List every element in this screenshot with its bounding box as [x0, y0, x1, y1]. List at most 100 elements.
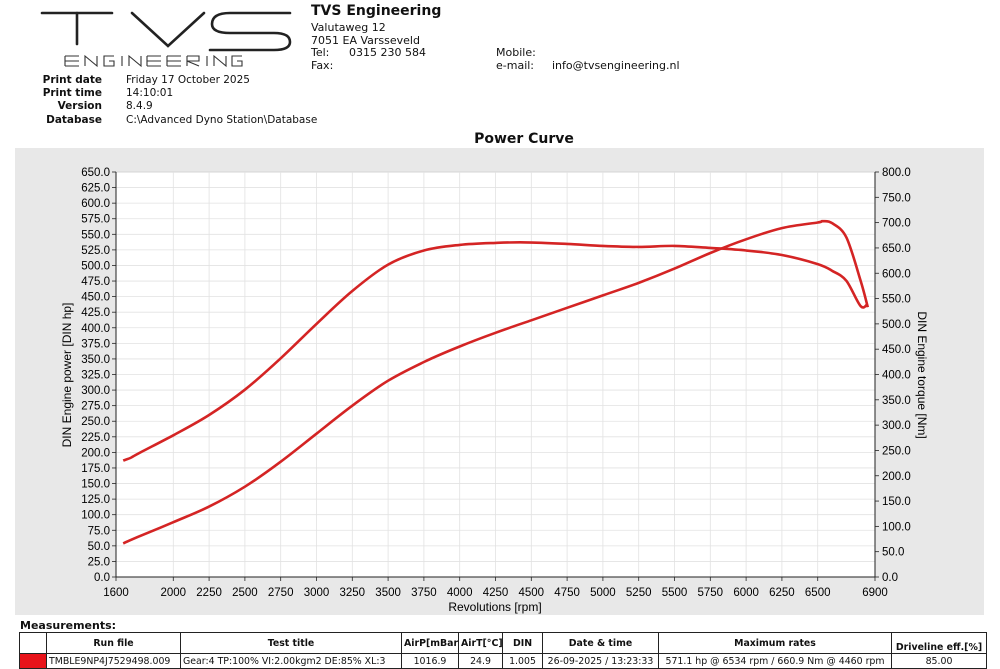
airp-cell: 1016.9: [401, 653, 459, 669]
left-tick-label: 225.0: [81, 432, 110, 444]
torque-series-line: [122, 241, 869, 462]
left-tick-label: 75.0: [88, 525, 110, 537]
x-tick-label: 6250: [769, 587, 795, 599]
x-tick-label: 5000: [590, 587, 616, 599]
left-tick-label: 300.0: [81, 385, 110, 397]
x-tick-label: 4500: [519, 587, 545, 599]
print-date-value: Friday 17 October 2025: [126, 74, 250, 86]
email-label: e-mail:: [496, 59, 535, 72]
x-tick-label: 3500: [375, 587, 401, 599]
right-tick-label: 100.0: [882, 521, 911, 533]
x-tick-label: 4750: [554, 587, 580, 599]
right-tick-label: 150.0: [882, 496, 911, 508]
left-tick-label: 650.0: [81, 167, 110, 179]
fax-label: Fax:: [311, 59, 334, 72]
max-rates-cell: 571.1 hp @ 6534 rpm / 660.9 Nm @ 4460 rp…: [658, 653, 892, 669]
left-tick-label: 25.0: [88, 556, 110, 568]
x-tick-label: 4250: [483, 587, 509, 599]
left-tick-label: 200.0: [81, 447, 110, 459]
left-tick-label: 100.0: [81, 510, 110, 522]
right-tick-label: 600.0: [882, 268, 911, 280]
power-curve-chart: 0.0 25.0 50.0 75.0 100.0 125.0 150.0 175.0 200.0…: [15, 148, 984, 615]
airt-header: AirT[°C]: [458, 632, 503, 654]
x-tick-label: 4000: [447, 587, 473, 599]
left-tick-label: 625.0: [81, 183, 110, 195]
max-rates-header: Maximum rates: [658, 632, 892, 654]
right-tick-label: 500.0: [882, 319, 911, 331]
table-row[interactable]: TMBLE9NP4J7529498.009 Gear:4 TP:100% VI:…: [19, 653, 987, 669]
x-tick-label: 3750: [411, 587, 437, 599]
left-tick-label: 175.0: [81, 463, 110, 475]
left-tick-label: 375.0: [81, 338, 110, 350]
version-value: 8.4.9: [126, 100, 153, 112]
datetime-cell: 26-09-2025 / 13:23:33: [542, 653, 659, 669]
company-city: 7051 EA Varsseveld: [311, 34, 420, 47]
run-file-header: Run file: [46, 632, 181, 654]
left-tick-label: 325.0: [81, 370, 110, 382]
table-header-row: Run file Test title AirP[mBar] AirT[°C] …: [19, 632, 987, 654]
left-tick-label: 575.0: [81, 214, 110, 226]
mobile-label: Mobile:: [496, 46, 536, 59]
airt-cell: 24.9: [458, 653, 503, 669]
print-time-value: 14:10:01: [126, 87, 174, 99]
color-header: [19, 632, 47, 654]
left-tick-label: 525.0: [81, 245, 110, 257]
company-street: Valutaweg 12: [311, 21, 386, 34]
right-tick-label: 0.0: [882, 572, 898, 584]
x-tick-label: 5750: [698, 587, 724, 599]
right-tick-label: 350.0: [882, 395, 911, 407]
x-axis-ticks: 1600 2000 2250 2500 2750 3000 3250 3500 3750 4000…: [103, 576, 888, 599]
left-tick-label: 400.0: [81, 323, 110, 335]
chart-title: Power Curve: [474, 131, 574, 147]
left-tick-label: 500.0: [81, 260, 110, 272]
left-tick-label: 425.0: [81, 307, 110, 319]
left-tick-label: 150.0: [81, 479, 110, 491]
right-tick-label: 650.0: [882, 243, 911, 255]
din-cell: 1.005: [502, 653, 543, 669]
series-color-swatch: [19, 653, 47, 669]
left-tick-label: 350.0: [81, 354, 110, 366]
power-series-line: [122, 219, 870, 545]
driveline-cell: 85.00: [891, 653, 987, 669]
right-tick-label: 750.0: [882, 192, 911, 204]
measurements-table: Run file Test title AirP[mBar] AirT[°C] …: [19, 632, 987, 669]
right-axis-ticks: 0.0 50.0 100.0 150.0 200.0 250.0 300.0 350.0 400…: [874, 167, 911, 584]
x-tick-label: 2500: [232, 587, 258, 599]
print-date-label: Print date: [42, 74, 102, 86]
left-tick-label: 0.0: [94, 572, 110, 584]
x-tick-label: 6900: [862, 587, 888, 599]
x-tick-label: 1600: [103, 587, 129, 599]
x-axis-label: Revolutions [rpm]: [448, 600, 541, 614]
x-tick-label: 5500: [662, 587, 688, 599]
right-tick-label: 300.0: [882, 420, 911, 432]
x-tick-label: 2000: [160, 587, 186, 599]
test-title-header: Test title: [180, 632, 402, 654]
left-axis-ticks: 0.0 25.0 50.0 75.0 100.0 125.0 150.0 175.0 200.0…: [81, 167, 117, 584]
x-tick-label: 3250: [339, 587, 365, 599]
left-tick-label: 125.0: [81, 494, 110, 506]
airp-header: AirP[mBar]: [401, 632, 459, 654]
din-header: DIN: [502, 632, 543, 654]
email-value[interactable]: info@tvsengineering.nl: [552, 59, 680, 72]
right-tick-label: 550.0: [882, 294, 911, 306]
driveline-header: Driveline eff.[%]: [891, 632, 987, 654]
x-tick-label: 3000: [304, 587, 330, 599]
x-tick-label: 5250: [626, 587, 652, 599]
left-tick-label: 475.0: [81, 276, 110, 288]
right-tick-label: 800.0: [882, 167, 911, 179]
test-title-cell: Gear:4 TP:100% VI:2.00kgm2 DE:85% XL:3: [180, 653, 402, 669]
right-tick-label: 400.0: [882, 370, 911, 382]
x-tick-label: 2750: [268, 587, 294, 599]
left-tick-label: 550.0: [81, 229, 110, 241]
left-tick-label: 450.0: [81, 292, 110, 304]
measurements-label: Measurements:: [20, 619, 117, 632]
run-file-cell: TMBLE9NP4J7529498.009: [46, 653, 181, 669]
y2-axis-label: DIN Engine torque [Nm]: [915, 311, 929, 438]
x-tick-label: 6500: [805, 587, 831, 599]
y-axis-label: DIN Engine power [DIN hp]: [60, 303, 74, 448]
datetime-header: Date & time: [542, 632, 659, 654]
x-tick-label: 6000: [733, 587, 759, 599]
left-tick-label: 50.0: [88, 541, 110, 553]
company-name: TVS Engineering: [311, 3, 442, 19]
right-tick-label: 700.0: [882, 218, 911, 230]
